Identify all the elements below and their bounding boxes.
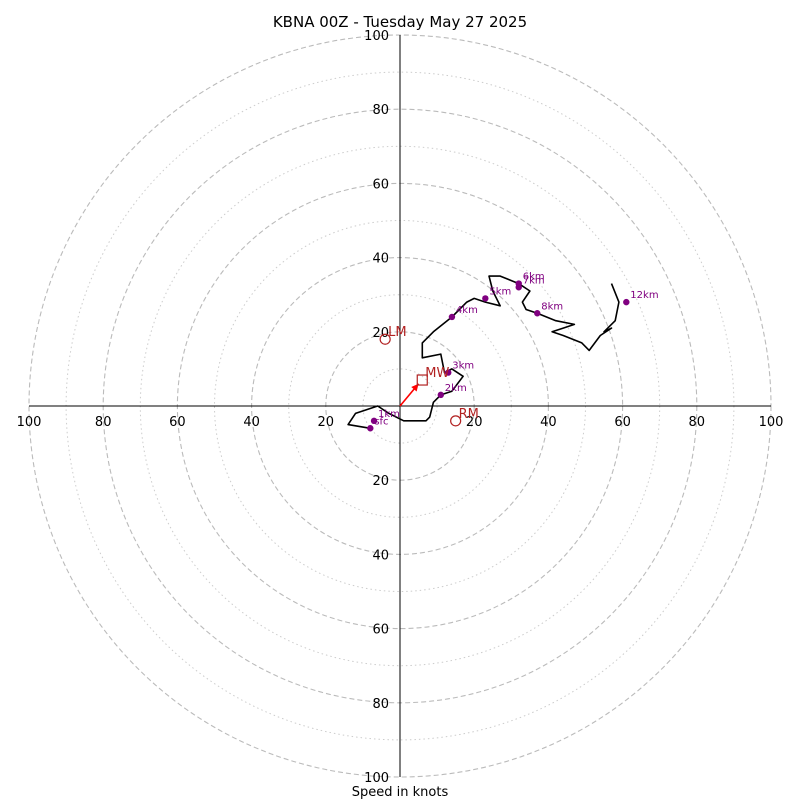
marker-label-LM: LM xyxy=(388,325,406,340)
height-label-7km: 7km xyxy=(523,275,545,286)
marker-label-MW: MW xyxy=(425,366,449,381)
height-marker-5km xyxy=(482,295,489,302)
height-marker-1km xyxy=(370,417,378,425)
height-marker-4km xyxy=(448,313,456,321)
tick-label-top: 40 xyxy=(372,252,389,267)
tick-label-left: 100 xyxy=(17,415,42,430)
tick-label-right: 80 xyxy=(689,415,706,430)
hodograph-trace xyxy=(347,275,620,430)
height-label-12km: 12km xyxy=(630,290,658,301)
tick-label-bottom: 60 xyxy=(372,623,389,638)
height-marker-8km xyxy=(534,310,541,317)
height-label-6km: 6km xyxy=(523,272,545,283)
tick-label-right: 60 xyxy=(614,415,631,430)
x-axis-label: Speed in knots xyxy=(352,785,449,800)
marker-LM xyxy=(379,333,391,345)
tick-label-top: 20 xyxy=(372,326,389,341)
storm-motion-arrowhead xyxy=(411,383,419,392)
height-label-1km: 1km xyxy=(378,409,400,420)
tick-label-top: 60 xyxy=(372,177,389,192)
tick-labels: 100 80 60 40 20 20 40 60 80 100 100 80 60 40 20 20 40 60 8… xyxy=(17,29,784,786)
marker-MW xyxy=(416,374,428,386)
chart-title: KBNA 00Z - Tuesday May 27 2025 xyxy=(273,13,527,31)
tick-label-left: 80 xyxy=(95,415,112,430)
tick-label-left: 60 xyxy=(169,415,186,430)
height-marker-sfc xyxy=(367,425,374,432)
tick-label-right: 20 xyxy=(466,415,483,430)
height-label-4km: 4km xyxy=(456,305,478,316)
marker-RM xyxy=(450,415,462,427)
tick-label-bottom: 40 xyxy=(372,548,389,563)
hodograph-line xyxy=(347,275,620,430)
height-marker-7km xyxy=(515,284,522,291)
height-label-5km: 5km xyxy=(489,286,511,297)
tick-label-left: 40 xyxy=(243,415,260,430)
height-marker-3km xyxy=(445,369,452,376)
tick-label-right: 40 xyxy=(540,415,557,430)
height-marker-12km xyxy=(623,298,630,306)
tick-label-left: 20 xyxy=(318,415,335,430)
tick-label-bottom: 20 xyxy=(372,474,389,489)
height-label-3km: 3km xyxy=(452,361,474,372)
tick-label-top: 100 xyxy=(364,29,389,44)
marker-label-RM: RM xyxy=(459,407,479,422)
height-label-2km: 2km xyxy=(445,383,467,394)
height-label-sfc: sfc xyxy=(374,416,388,427)
tick-label-top: 80 xyxy=(372,103,389,118)
height-label-8km: 8km xyxy=(541,301,563,312)
storm-motion-markers: MW LM RM xyxy=(379,325,479,427)
height-marker-2km xyxy=(437,391,445,399)
tick-label-bottom: 80 xyxy=(372,697,389,712)
tick-label-bottom: 100 xyxy=(364,771,389,786)
tick-label-right: 100 xyxy=(759,415,784,430)
